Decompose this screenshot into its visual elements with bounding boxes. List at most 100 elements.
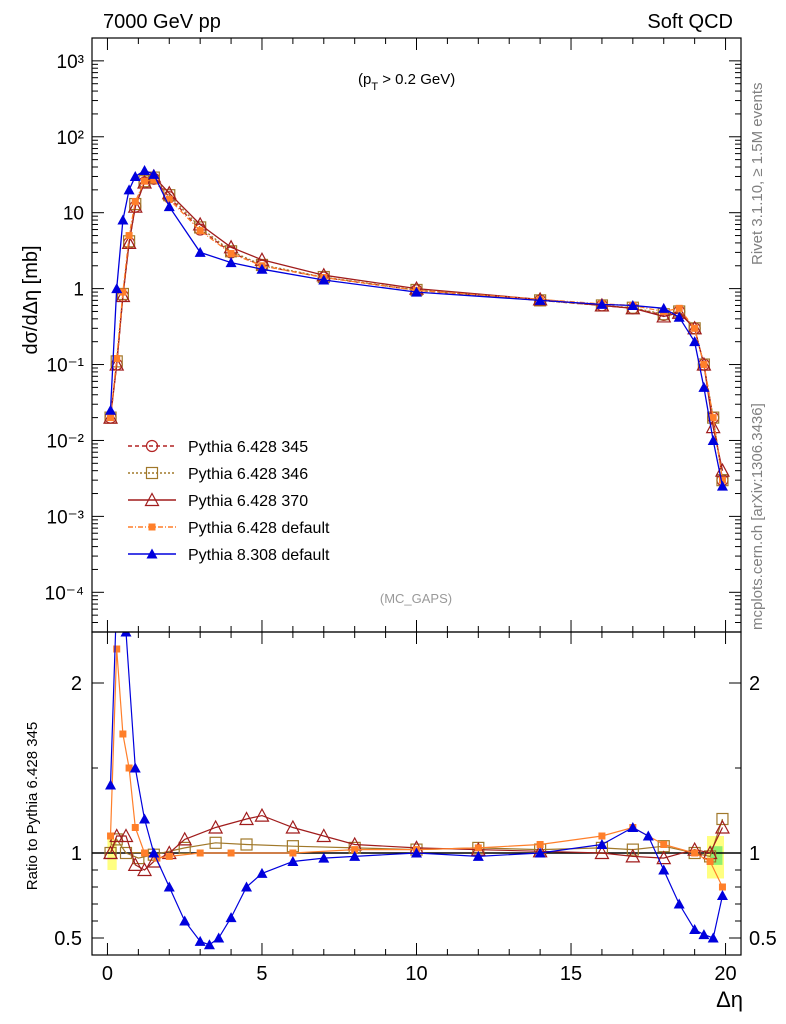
ratio-point — [318, 852, 330, 863]
ratio-point — [626, 843, 639, 856]
data-point — [227, 250, 235, 258]
ratio-point — [285, 819, 301, 834]
x-tick-label: 5 — [256, 963, 267, 985]
ratio-point — [627, 822, 639, 832]
ratio-point — [225, 912, 237, 923]
legend-marker — [145, 466, 159, 480]
data-point — [596, 298, 608, 309]
data-point — [534, 294, 546, 305]
ratio-point — [120, 632, 132, 637]
ratio-point — [111, 593, 122, 603]
ratio-point — [163, 881, 175, 892]
legend: Pythia 6.428 345 Pythia 6.428 346 Pythia 6… — [128, 439, 330, 564]
ratio-point — [179, 915, 191, 926]
series-3 — [107, 176, 726, 484]
ratio-y-tick-label-right: 1 — [749, 843, 760, 865]
legend-label: Pythia 8.308 default — [188, 547, 330, 564]
ratio-point — [625, 848, 641, 863]
data-point — [194, 246, 206, 257]
data-point — [107, 414, 115, 422]
analysis-watermark: (MC_GAPS) — [380, 591, 452, 606]
ratio-point — [658, 864, 670, 875]
legend-marker — [148, 523, 156, 531]
data-point — [658, 302, 670, 313]
ratio-point — [127, 857, 143, 872]
ratio-point — [239, 811, 255, 826]
data-point — [716, 480, 728, 491]
ratio-point — [536, 841, 544, 848]
data-point — [129, 170, 141, 181]
ratio-y-axis-label: Ratio to Pythia 6.428 345 — [24, 722, 41, 890]
y-tick-label: 10² — [57, 128, 84, 149]
ratio-point — [660, 841, 668, 848]
data-point — [117, 214, 129, 225]
ratio-point — [349, 850, 361, 861]
ratio-point — [196, 849, 204, 857]
ratio-y-tick-label-right: 2 — [749, 673, 760, 695]
legend-entry: Pythia 6.428 346 — [128, 466, 308, 483]
ratio-point — [153, 854, 161, 862]
y-tick-label: 1 — [73, 280, 84, 301]
data-point — [689, 336, 701, 347]
ratio-point — [213, 932, 225, 943]
data-point — [698, 381, 710, 392]
ratio-point — [598, 832, 606, 840]
ratio-point — [714, 819, 730, 834]
series-line — [109, 179, 724, 481]
data-point — [121, 235, 137, 250]
legend-marker — [144, 492, 160, 507]
x-axis-label: Δη — [716, 987, 743, 1012]
ratio-point — [139, 813, 151, 824]
ratio-point — [316, 828, 332, 843]
data-point — [113, 355, 121, 363]
data-point — [707, 434, 719, 445]
ratio-point — [716, 890, 728, 900]
y-tick-label: 10³ — [57, 52, 84, 73]
ratio-point — [131, 824, 139, 831]
data-point — [139, 164, 151, 175]
ratio-point — [718, 883, 726, 891]
uncertainty-band — [107, 839, 117, 870]
legend-label: Pythia 6.428 default — [188, 520, 330, 537]
main-panel-frame — [91, 37, 742, 633]
y-tick-label: 10⁻¹ — [47, 356, 85, 377]
ratio-series-1 — [103, 807, 730, 877]
series-line — [109, 175, 724, 471]
ratio-point — [165, 852, 173, 860]
data-point — [165, 195, 173, 203]
series-line — [109, 169, 724, 487]
ratio-point — [534, 847, 546, 858]
data-point — [318, 274, 330, 285]
data-point — [691, 324, 699, 332]
data-point — [718, 476, 726, 484]
ratio-point — [689, 924, 701, 934]
data-point — [127, 198, 143, 213]
data-point — [675, 304, 683, 312]
legend-label: Pythia 6.428 346 — [188, 466, 308, 483]
data-point — [256, 263, 268, 274]
data-point — [125, 232, 133, 240]
ratio-point — [107, 832, 115, 840]
ratio-point — [240, 838, 253, 851]
x-tick-label: 10 — [405, 963, 427, 985]
ratio-point — [289, 849, 297, 857]
legend-entry: Pythia 6.428 default — [128, 520, 330, 537]
ratio-series-3 — [105, 593, 728, 950]
data-point — [131, 198, 139, 206]
main-panel-data — [103, 164, 730, 491]
data-point — [119, 288, 127, 296]
pt-cut-annotation: (pT > 0.2 GeV) — [358, 71, 455, 93]
data-point — [627, 299, 639, 310]
header-right-title: Soft QCD — [647, 11, 733, 33]
series-2 — [103, 168, 730, 477]
ratio-point — [673, 898, 685, 909]
ratio-line — [109, 632, 724, 946]
ratio-point — [351, 846, 359, 854]
legend-entry: Pythia 6.428 370 — [128, 492, 308, 510]
ratio-point — [129, 762, 141, 773]
ratio-point — [137, 862, 153, 877]
y-tick-label: 10 — [63, 204, 84, 225]
ratio-point — [256, 867, 268, 878]
data-point — [709, 414, 717, 422]
